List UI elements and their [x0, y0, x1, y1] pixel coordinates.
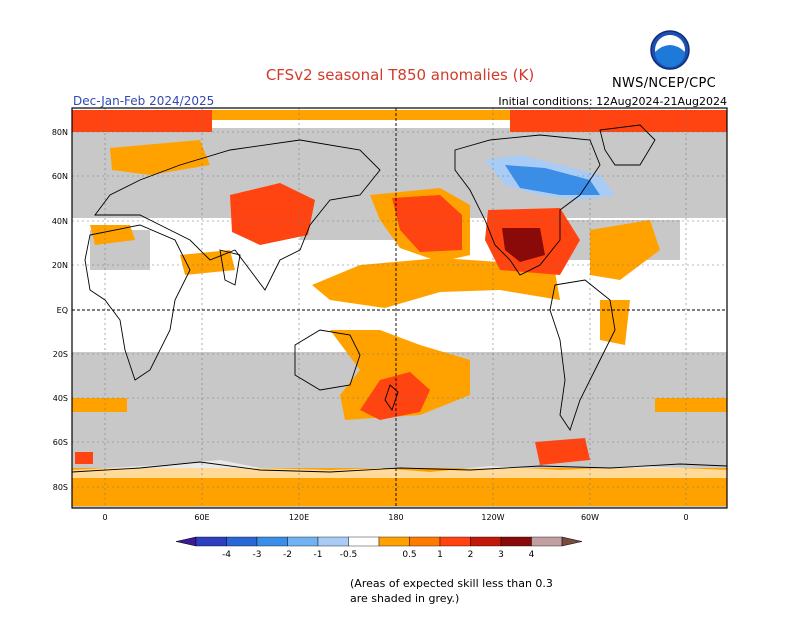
latitude-label: EQ [57, 306, 68, 315]
latitude-label: 20S [53, 350, 68, 359]
longitude-label: 120E [289, 513, 309, 522]
latitude-label: 60S [53, 438, 68, 447]
colorbar-segment [409, 536, 441, 547]
longitude-label: 120W [481, 513, 504, 522]
gulf-anomaly-max [502, 228, 545, 262]
colorbar-segment [531, 536, 563, 547]
colorbar-segment [378, 536, 410, 547]
arctic-anomaly-west [72, 110, 212, 132]
grid-lines [72, 108, 727, 508]
longitude-label: 60W [581, 513, 599, 522]
colorbar-segment [195, 536, 227, 547]
colorbar-label: 3 [498, 550, 504, 560]
arctic-anomaly-east [510, 110, 727, 132]
tropical-pacific-band [312, 258, 560, 308]
north-pacific-anomaly [392, 195, 462, 252]
colorbar-label: -2 [283, 550, 292, 560]
colorbar-label: -4 [222, 550, 231, 560]
colorbar-label: -0.5 [340, 550, 358, 560]
longitude-label: 0 [683, 513, 688, 522]
latitude-label: 80S [53, 483, 68, 492]
colorbar-segment [470, 536, 502, 547]
latitude-label: 60N [52, 172, 68, 181]
noaa-logo-icon [650, 30, 690, 70]
colorbar-segment [500, 536, 532, 547]
longitude-label: 180 [388, 513, 403, 522]
colorbar-label: 1 [437, 550, 443, 560]
colorbar-label: 2 [468, 550, 474, 560]
colorbar-label: -3 [253, 550, 262, 560]
longitude-label: 60E [194, 513, 209, 522]
colorbar-segment [348, 536, 380, 547]
latitude-label: 40S [53, 394, 68, 403]
colorbar-segment [287, 536, 319, 547]
coastlines [71, 124, 728, 473]
colorbar-label: 0.5 [402, 550, 416, 560]
agency-label: NWS/NCEP/CPC [612, 76, 717, 91]
south-pacific-anomaly [360, 372, 430, 420]
map-title: CFSv2 seasonal T850 anomalies (K) [265, 66, 535, 84]
colorbar-arrow-low [175, 536, 197, 547]
colorbar-segment [256, 536, 288, 547]
colorbar-label: -1 [314, 550, 323, 560]
asia-anomaly [230, 183, 315, 245]
latitude-label: 40N [52, 217, 68, 226]
initial-conditions-label: Initial conditions: 12Aug2024-21Aug2024 [498, 95, 727, 108]
longitude-labels: 0 60E 120E 180 120W 60W 0 [102, 513, 688, 522]
skill-note: (Areas of expected skill less than 0.3 a… [350, 577, 553, 605]
season-label: Dec-Jan-Feb 2024/2025 [73, 94, 215, 108]
colorbar-arrow-high [561, 536, 583, 547]
longitude-label: 0 [102, 513, 107, 522]
colorbar-label: 4 [529, 550, 535, 560]
colorbar-segment [439, 536, 471, 547]
map-frame [71, 107, 728, 509]
canada-cold-anomaly [505, 165, 600, 195]
latitude-label: 80N [52, 128, 68, 137]
colorbar-segment [226, 536, 258, 547]
latitude-label: 20N [52, 261, 68, 270]
colorbar: -4 -3 -2 -1 -0.5 0.5 1 2 3 4 [175, 536, 583, 560]
latitude-labels: 80N 60N 40N 20N EQ 20S 40S 60S 80S [52, 128, 68, 492]
colorbar-segment [317, 536, 349, 547]
